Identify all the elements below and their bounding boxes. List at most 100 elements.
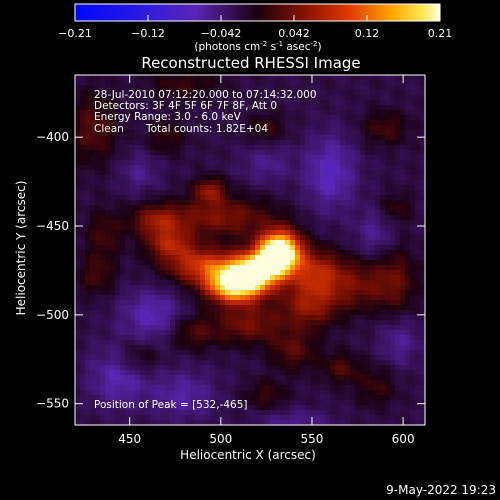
heatmap-cell <box>225 175 231 181</box>
colorbar-tick-label: 0.042 <box>278 27 310 40</box>
heatmap-cell <box>95 230 101 236</box>
heatmap-cell <box>340 370 346 376</box>
heatmap-cell <box>360 305 366 311</box>
heatmap-cell <box>395 360 401 366</box>
heatmap-cell <box>400 280 406 286</box>
heatmap-cell <box>135 390 141 396</box>
heatmap-cell <box>265 385 271 391</box>
heatmap-cell <box>340 300 346 306</box>
heatmap-cell <box>385 345 391 351</box>
heatmap-cell <box>240 80 246 86</box>
heatmap-cell <box>220 195 226 201</box>
heatmap-cell <box>245 220 251 226</box>
heatmap-cell <box>320 175 326 181</box>
heatmap-cell <box>420 90 426 96</box>
heatmap-cell <box>295 320 301 326</box>
heatmap-cell <box>230 95 236 101</box>
heatmap-cell <box>240 280 246 286</box>
heatmap-cell <box>375 315 381 321</box>
heatmap-cell <box>360 175 366 181</box>
heatmap-cell <box>195 160 201 166</box>
heatmap-cell <box>315 385 321 391</box>
heatmap-cell <box>255 390 261 396</box>
heatmap-cell <box>285 205 291 211</box>
heatmap-cell <box>175 420 181 426</box>
heatmap-cell <box>235 415 241 421</box>
heatmap-cell <box>165 95 171 101</box>
heatmap-cell <box>215 75 221 81</box>
heatmap-cell <box>245 115 251 121</box>
heatmap-cell <box>155 345 161 351</box>
heatmap-cell <box>305 140 311 146</box>
heatmap-cell <box>260 390 266 396</box>
heatmap-cell <box>350 275 356 281</box>
heatmap-cell <box>95 300 101 306</box>
heatmap-cell <box>280 140 286 146</box>
heatmap-cell <box>390 100 396 106</box>
heatmap-cell <box>375 415 381 421</box>
heatmap-cell <box>100 230 106 236</box>
heatmap-cell <box>135 370 141 376</box>
heatmap-cell <box>210 300 216 306</box>
heatmap-cell <box>320 170 326 176</box>
heatmap-cell <box>135 375 141 381</box>
heatmap-cell <box>300 270 306 276</box>
heatmap-cell <box>80 280 86 286</box>
heatmap-cell <box>110 400 116 406</box>
heatmap-cell <box>405 200 411 206</box>
heatmap-cell <box>200 390 206 396</box>
heatmap-cell <box>80 105 86 111</box>
heatmap-cell <box>180 330 186 336</box>
heatmap-cell <box>390 215 396 221</box>
heatmap-cell <box>105 375 111 381</box>
heatmap-cell <box>145 285 151 291</box>
heatmap-cell <box>365 260 371 266</box>
heatmap-cell <box>335 205 341 211</box>
colorbar-tick-label: −0.042 <box>201 27 242 40</box>
heatmap-cell <box>345 175 351 181</box>
heatmap-cell <box>405 305 411 311</box>
heatmap-cell <box>150 265 156 271</box>
heatmap-cell <box>325 345 331 351</box>
heatmap-cell <box>170 120 176 126</box>
heatmap-cell <box>350 140 356 146</box>
heatmap-cell <box>180 230 186 236</box>
heatmap-cell <box>290 405 296 411</box>
heatmap-cell <box>290 340 296 346</box>
heatmap-cell <box>260 355 266 361</box>
heatmap-cell <box>90 255 96 261</box>
heatmap-cell <box>365 230 371 236</box>
heatmap-cell <box>395 80 401 86</box>
heatmap-cell <box>200 165 206 171</box>
heatmap-cell <box>310 145 316 151</box>
heatmap-cell <box>170 320 176 326</box>
heatmap-cell <box>165 110 171 116</box>
heatmap-cell <box>125 245 131 251</box>
heatmap-cell <box>135 145 141 151</box>
heatmap-cell <box>215 230 221 236</box>
heatmap-cell <box>220 385 226 391</box>
heatmap-cell <box>225 270 231 276</box>
heatmap-cell <box>285 225 291 231</box>
heatmap-cell <box>80 295 86 301</box>
heatmap-cell <box>420 220 426 226</box>
heatmap-cell <box>90 405 96 411</box>
heatmap-cell <box>380 275 386 281</box>
heatmap-cell <box>385 385 391 391</box>
heatmap-cell <box>410 125 416 131</box>
heatmap-cell <box>190 240 196 246</box>
heatmap-cell <box>195 180 201 186</box>
heatmap-cell <box>405 185 411 191</box>
heatmap-cell <box>365 420 371 426</box>
heatmap-cell <box>285 135 291 141</box>
heatmap-cell <box>205 280 211 286</box>
heatmap-cell <box>260 225 266 231</box>
heatmap-cell <box>135 125 141 131</box>
heatmap-cell <box>375 125 381 131</box>
heatmap-cell <box>225 325 231 331</box>
heatmap-cell <box>330 360 336 366</box>
heatmap-cell <box>195 405 201 411</box>
heatmap-cell <box>300 95 306 101</box>
heatmap-cell <box>305 185 311 191</box>
heatmap-cell <box>410 375 416 381</box>
